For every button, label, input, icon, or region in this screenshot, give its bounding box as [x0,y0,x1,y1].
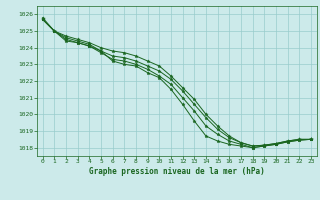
X-axis label: Graphe pression niveau de la mer (hPa): Graphe pression niveau de la mer (hPa) [89,167,265,176]
